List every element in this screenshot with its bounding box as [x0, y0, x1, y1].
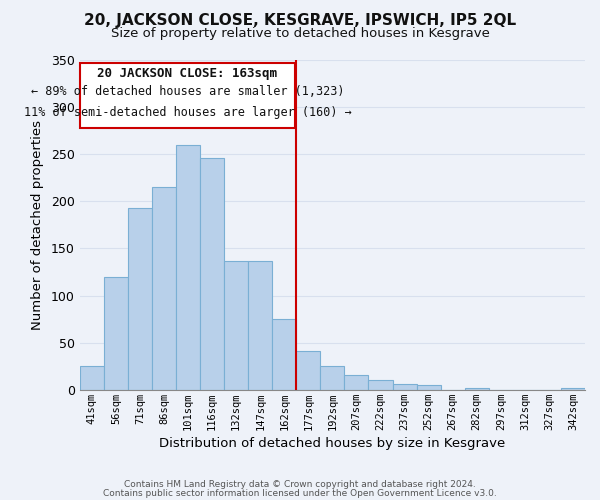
Text: ← 89% of detached houses are smaller (1,323): ← 89% of detached houses are smaller (1,… [31, 86, 344, 98]
Bar [224, 260, 248, 390]
X-axis label: Distribution of detached houses by size in Kesgrave: Distribution of detached houses by size … [159, 437, 506, 450]
Text: 11% of semi-detached houses are larger (160) →: 11% of semi-detached houses are larger (… [23, 106, 352, 119]
Text: Contains public sector information licensed under the Open Government Licence v3: Contains public sector information licen… [103, 488, 497, 498]
Bar [368, 380, 392, 390]
Text: 20, JACKSON CLOSE, KESGRAVE, IPSWICH, IP5 2QL: 20, JACKSON CLOSE, KESGRAVE, IPSWICH, IP… [84, 12, 516, 28]
Bar [128, 208, 152, 390]
Text: Contains HM Land Registry data © Crown copyright and database right 2024.: Contains HM Land Registry data © Crown c… [124, 480, 476, 489]
Bar [248, 260, 272, 390]
Bar [320, 366, 344, 390]
Bar [80, 366, 104, 390]
FancyBboxPatch shape [80, 63, 295, 128]
Text: 20 JACKSON CLOSE: 163sqm: 20 JACKSON CLOSE: 163sqm [97, 66, 277, 80]
Bar [152, 187, 176, 390]
Text: Size of property relative to detached houses in Kesgrave: Size of property relative to detached ho… [110, 28, 490, 40]
Bar [104, 276, 128, 390]
Y-axis label: Number of detached properties: Number of detached properties [31, 120, 44, 330]
Bar [416, 385, 440, 390]
Bar [344, 374, 368, 390]
Bar [296, 351, 320, 390]
Bar [272, 319, 296, 390]
Bar [392, 384, 416, 390]
Bar [200, 158, 224, 390]
Bar [465, 388, 489, 390]
Bar [561, 388, 585, 390]
Bar [176, 145, 200, 390]
